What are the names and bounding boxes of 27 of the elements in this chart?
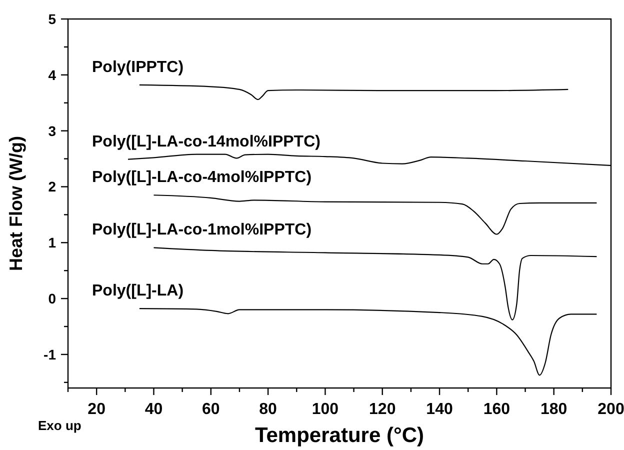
x-axis-title: Temperature (°C) bbox=[254, 424, 424, 447]
x-tick-label: 100 bbox=[312, 401, 339, 418]
y-tick-label: 4 bbox=[48, 66, 56, 83]
y-tick-label: -1 bbox=[44, 346, 56, 362]
y-tick-label: 3 bbox=[48, 122, 56, 139]
series-label: Poly([L]-LA-co-4mol%IPPTC) bbox=[92, 169, 312, 186]
y-tick-label: 1 bbox=[48, 234, 56, 251]
line-series bbox=[138, 84, 569, 100]
x-tick-label: 140 bbox=[426, 401, 453, 418]
x-tick-label: 40 bbox=[144, 401, 163, 418]
x-tick-label: 80 bbox=[259, 401, 278, 418]
series-label: Poly([L]-LA-co-14mol%IPPTC) bbox=[92, 133, 320, 150]
y-axis-title: Heat Flow (W/g) bbox=[6, 136, 26, 271]
x-tick-label: 200 bbox=[598, 401, 624, 418]
series-label: Poly([L]-LA) bbox=[92, 282, 184, 300]
x-tick-label: 160 bbox=[483, 401, 510, 418]
series-label: Poly([L]-LA-co-1mol%IPPTC) bbox=[92, 222, 312, 239]
x-tick-label: 120 bbox=[369, 401, 396, 418]
series-label: Poly(IPPTC) bbox=[92, 58, 184, 76]
y-tick-label: 2 bbox=[48, 178, 56, 195]
y-tick-label: 5 bbox=[48, 11, 56, 27]
text: Exo up bbox=[38, 418, 82, 433]
x-tick-label: 180 bbox=[540, 401, 568, 418]
line-series bbox=[138, 308, 598, 376]
y-tick-label: 0 bbox=[48, 290, 56, 307]
x-tick-label: 60 bbox=[202, 401, 220, 418]
x-tick-label: 20 bbox=[88, 401, 106, 418]
